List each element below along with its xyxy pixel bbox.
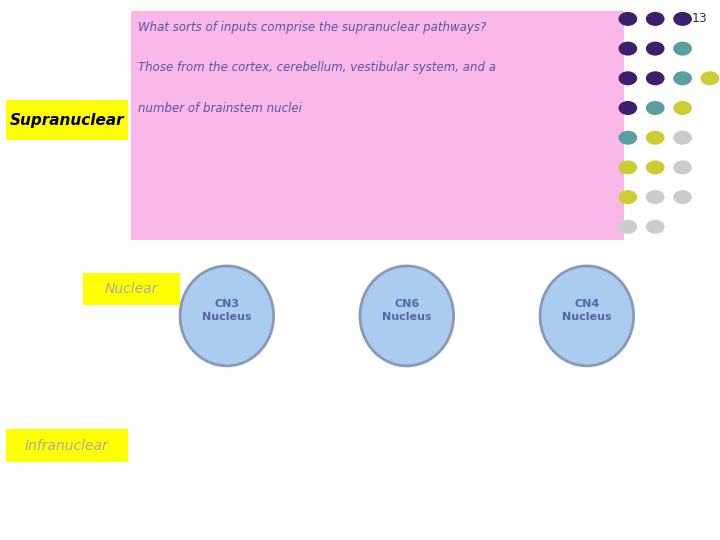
FancyBboxPatch shape bbox=[6, 429, 128, 462]
Circle shape bbox=[646, 190, 665, 204]
Circle shape bbox=[646, 160, 665, 174]
Circle shape bbox=[673, 12, 692, 26]
Text: CN3
Nucleus: CN3 Nucleus bbox=[202, 299, 251, 322]
Circle shape bbox=[646, 12, 665, 26]
Ellipse shape bbox=[180, 266, 274, 366]
Text: Supranuclear: Supranuclear bbox=[9, 113, 125, 127]
Ellipse shape bbox=[360, 266, 454, 366]
Circle shape bbox=[646, 220, 665, 234]
Circle shape bbox=[618, 190, 637, 204]
Circle shape bbox=[673, 160, 692, 174]
Text: CN4
Nucleus: CN4 Nucleus bbox=[562, 299, 611, 322]
Ellipse shape bbox=[540, 266, 634, 366]
Text: Those from the cortex, cerebellum, vestibular system, and a: Those from the cortex, cerebellum, vesti… bbox=[138, 61, 496, 74]
Circle shape bbox=[673, 42, 692, 56]
Text: CN6
Nucleus: CN6 Nucleus bbox=[382, 299, 431, 322]
Circle shape bbox=[646, 42, 665, 56]
Circle shape bbox=[646, 131, 665, 145]
FancyBboxPatch shape bbox=[131, 11, 624, 240]
Text: Infranuclear: Infranuclear bbox=[25, 438, 109, 453]
FancyBboxPatch shape bbox=[6, 100, 128, 140]
Circle shape bbox=[673, 190, 692, 204]
Circle shape bbox=[646, 71, 665, 85]
Circle shape bbox=[618, 160, 637, 174]
Text: number of brainstem nuclei: number of brainstem nuclei bbox=[138, 102, 302, 114]
Text: 13: 13 bbox=[691, 12, 707, 25]
Circle shape bbox=[618, 131, 637, 145]
Circle shape bbox=[618, 42, 637, 56]
Text: Nuclear: Nuclear bbox=[104, 282, 158, 296]
Circle shape bbox=[618, 220, 637, 234]
Circle shape bbox=[673, 71, 692, 85]
Text: What sorts of inputs comprise the supranuclear pathways?: What sorts of inputs comprise the supran… bbox=[138, 21, 487, 33]
Circle shape bbox=[646, 101, 665, 115]
Circle shape bbox=[701, 71, 719, 85]
FancyBboxPatch shape bbox=[83, 273, 180, 305]
Circle shape bbox=[618, 12, 637, 26]
Circle shape bbox=[618, 71, 637, 85]
Circle shape bbox=[673, 131, 692, 145]
Circle shape bbox=[673, 101, 692, 115]
Circle shape bbox=[618, 101, 637, 115]
